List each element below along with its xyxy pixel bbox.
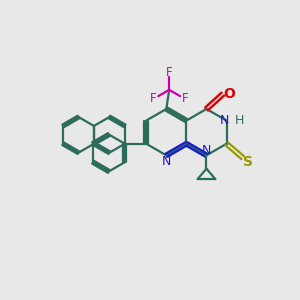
Text: O: O bbox=[224, 87, 235, 101]
Text: F: F bbox=[166, 65, 172, 79]
Text: H: H bbox=[234, 114, 244, 127]
Text: N: N bbox=[202, 143, 211, 157]
Text: N: N bbox=[220, 114, 229, 127]
Text: S: S bbox=[243, 155, 253, 169]
Text: F: F bbox=[150, 92, 157, 105]
Text: N: N bbox=[162, 155, 171, 168]
Text: F: F bbox=[182, 92, 188, 105]
